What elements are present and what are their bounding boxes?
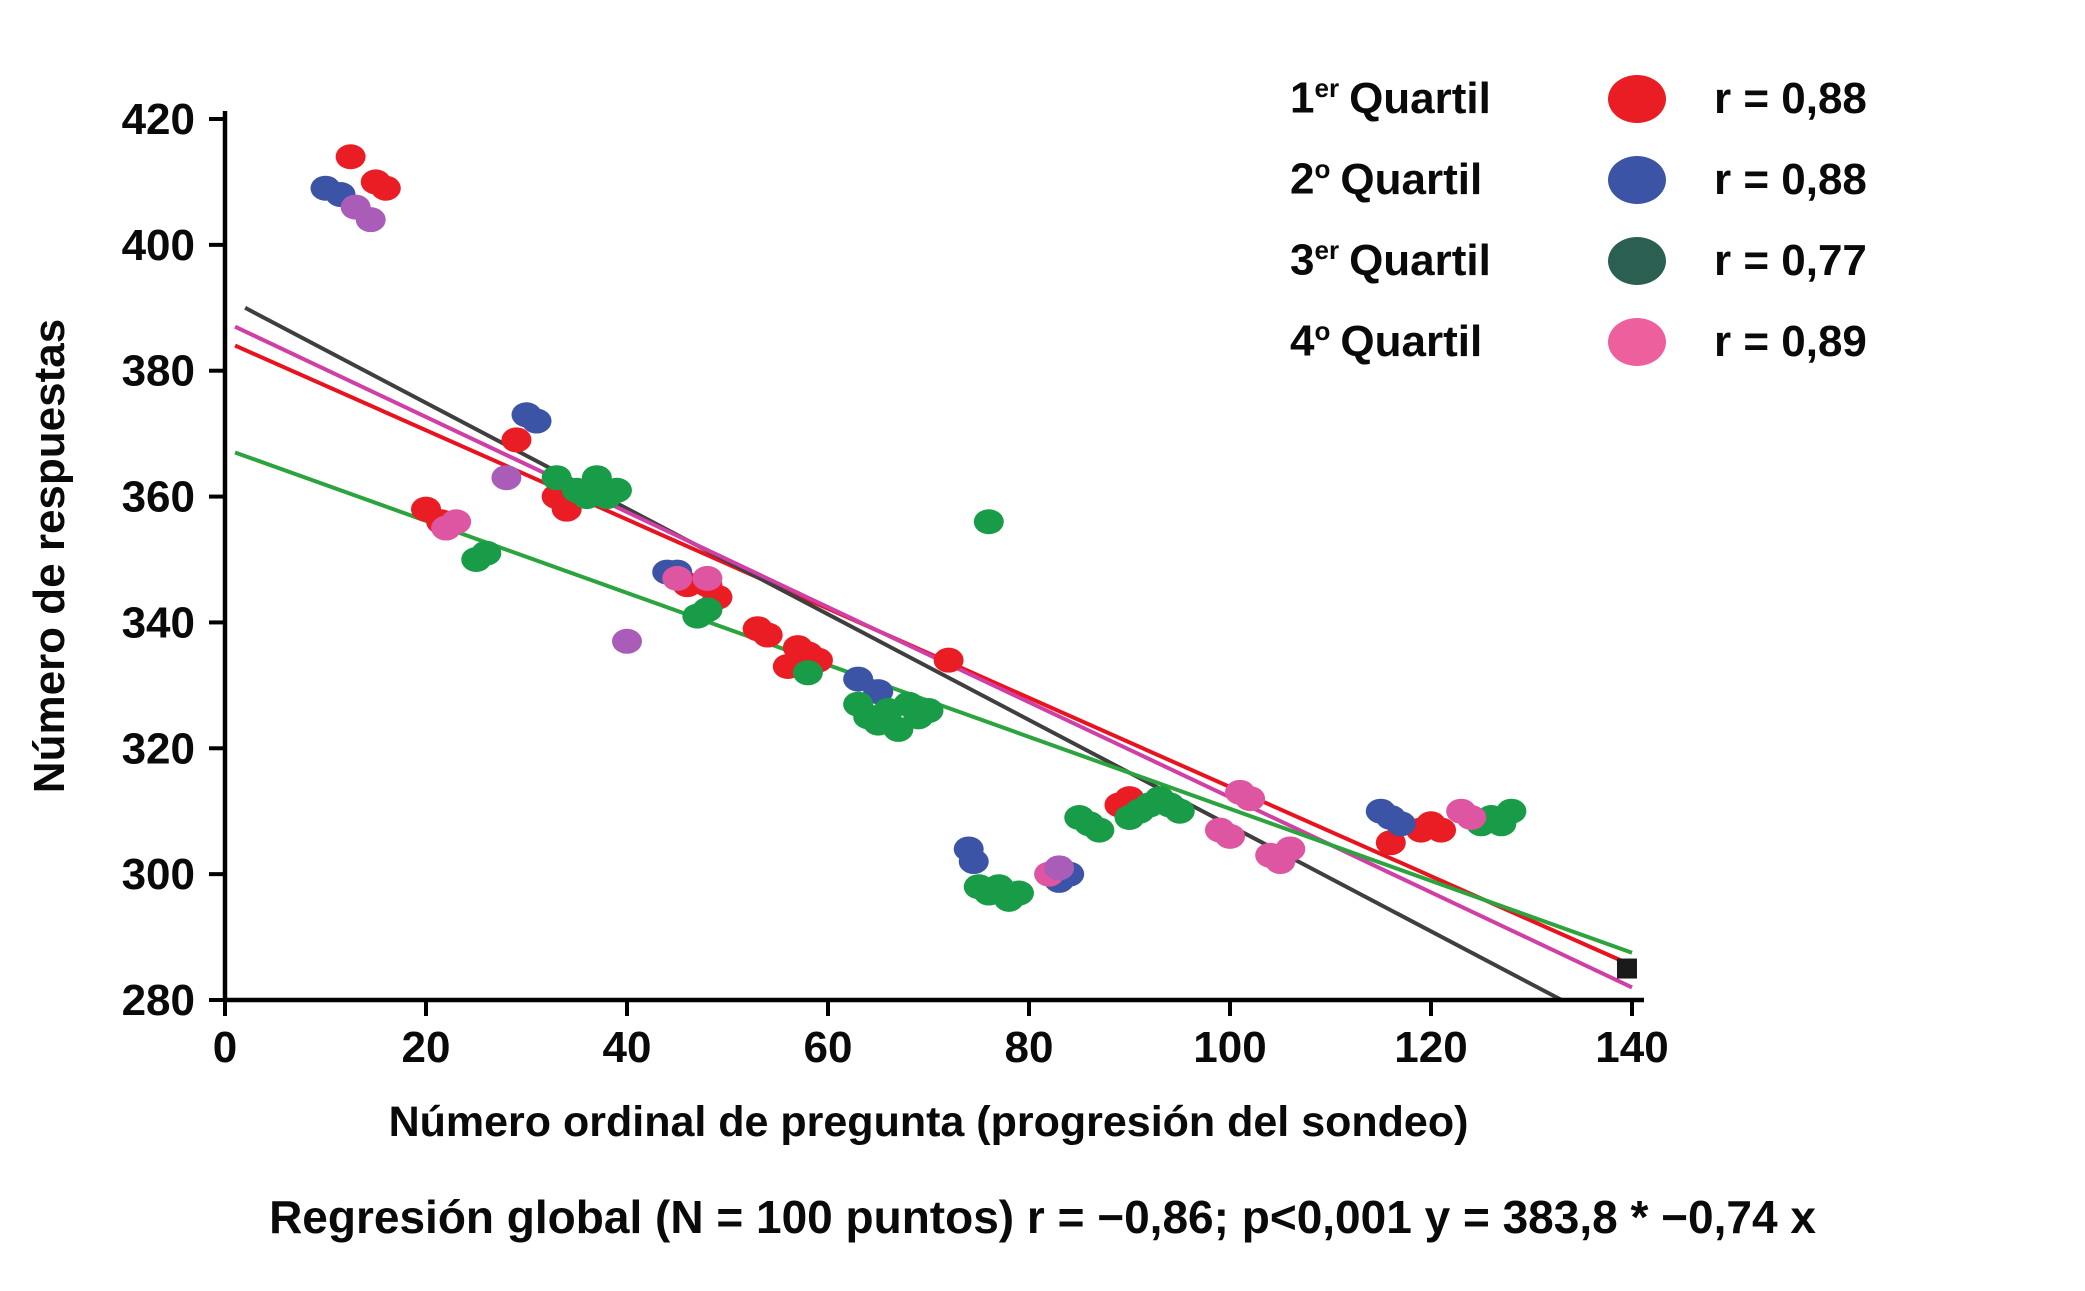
x-tick-label: 40 xyxy=(603,1023,652,1072)
scatter-point xyxy=(662,565,693,591)
legend-label-sup: o xyxy=(1314,316,1331,347)
scatter-point xyxy=(1235,786,1266,812)
y-tick-label: 320 xyxy=(122,724,195,773)
scatter-point xyxy=(1164,798,1195,824)
legend-row-4: 4o Quartil r = 0,89 xyxy=(1290,301,1867,382)
legend-label-sup: o xyxy=(1314,154,1331,185)
scatter-point xyxy=(933,647,964,673)
scatter-point xyxy=(958,849,989,875)
scatter-point xyxy=(1044,855,1075,881)
legend-label-rest: Quartil xyxy=(1349,235,1491,285)
legend-label-1: 1er Quartil xyxy=(1290,73,1608,124)
regression-line-dark xyxy=(244,306,1563,1002)
scatter-point xyxy=(335,144,366,170)
y-tick-label: 280 xyxy=(122,976,195,1025)
legend-dot-3 xyxy=(1608,317,1666,366)
legend-label-rest: Quartil xyxy=(1340,154,1483,204)
legend-label-rest: Quartil xyxy=(1340,316,1483,366)
scatter-point xyxy=(752,622,783,648)
legend-row-2: 2o Quartil r = 0,88 xyxy=(1290,139,1867,220)
x-tick-label: 20 xyxy=(402,1023,451,1072)
legend-label-num: 4 xyxy=(1290,316,1315,366)
scatter-point xyxy=(601,477,632,503)
legend-label-sup: er xyxy=(1314,235,1340,266)
scatter-point xyxy=(471,540,502,566)
scatter-point xyxy=(370,175,401,201)
scatter-point xyxy=(792,660,823,686)
x-tick-label: 140 xyxy=(1595,1023,1668,1072)
scatter-point xyxy=(1375,830,1406,856)
scatter-point xyxy=(913,698,944,724)
scatter-point xyxy=(1426,817,1457,843)
y-tick-label: 400 xyxy=(122,221,195,270)
legend-label-num: 2 xyxy=(1290,154,1315,204)
legend-label-3: 3er Quartil xyxy=(1290,235,1608,286)
scatter-point xyxy=(441,509,472,535)
y-tick-label: 380 xyxy=(122,347,195,396)
y-tick-label: 300 xyxy=(122,850,195,899)
x-tick-label: 100 xyxy=(1193,1023,1266,1072)
scatter-point xyxy=(1215,823,1245,849)
x-axis-title: Número ordinal de pregunta (progresión d… xyxy=(388,1098,1469,1146)
legend-r-value-3: r = 0,77 xyxy=(1714,235,1867,285)
x-tick-label: 120 xyxy=(1394,1023,1467,1072)
legend-label-4: 4o Quartil xyxy=(1290,316,1608,367)
scatter-point xyxy=(973,509,1004,535)
legend: 1er Quartil r = 0,88 2o Quartil r = 0,88 3… xyxy=(1290,58,1867,382)
scatter-point xyxy=(692,565,723,591)
x-tick-label: 0 xyxy=(213,1023,237,1072)
scatter-point xyxy=(612,628,642,654)
x-tick-label: 60 xyxy=(804,1023,853,1072)
legend-r-value-4: r = 0,89 xyxy=(1714,316,1867,366)
end-marker xyxy=(1616,958,1637,979)
legend-label-num: 3 xyxy=(1290,235,1315,285)
scatter-point xyxy=(1275,836,1306,862)
scatter-point xyxy=(1084,817,1115,843)
legend-dot-2 xyxy=(1608,236,1666,285)
legend-row-1: 1er Quartil r = 0,88 xyxy=(1290,58,1867,139)
scatter-point xyxy=(355,207,386,233)
y-tick-label: 420 xyxy=(122,95,195,144)
x-tick-label: 80 xyxy=(1005,1023,1054,1072)
scatter-point xyxy=(501,427,532,453)
scatter-point xyxy=(521,408,552,434)
legend-label-2: 2o Quartil xyxy=(1290,154,1608,205)
regression-line-magenta xyxy=(234,324,1633,990)
scatter-point xyxy=(692,597,723,623)
legend-r-value-1: r = 0,88 xyxy=(1714,73,1867,123)
legend-dot-0 xyxy=(1608,74,1666,123)
scatter-point xyxy=(1456,805,1487,831)
legend-dot-1 xyxy=(1608,155,1666,204)
y-tick-label: 360 xyxy=(122,473,195,522)
legend-row-3: 3er Quartil r = 0,77 xyxy=(1290,220,1867,301)
y-tick-label: 340 xyxy=(122,598,195,647)
global-regression-caption: Regresión global (N = 100 puntos) r = −0… xyxy=(269,1191,1816,1243)
legend-r-value-2: r = 0,88 xyxy=(1714,154,1867,204)
scatter-point xyxy=(1496,798,1527,824)
legend-label-num: 1 xyxy=(1290,73,1315,123)
legend-label-rest: Quartil xyxy=(1349,73,1491,123)
scatter-point xyxy=(1385,811,1416,837)
scatter-point xyxy=(1003,880,1034,906)
scatter-point xyxy=(491,465,522,491)
legend-label-sup: er xyxy=(1314,73,1340,104)
